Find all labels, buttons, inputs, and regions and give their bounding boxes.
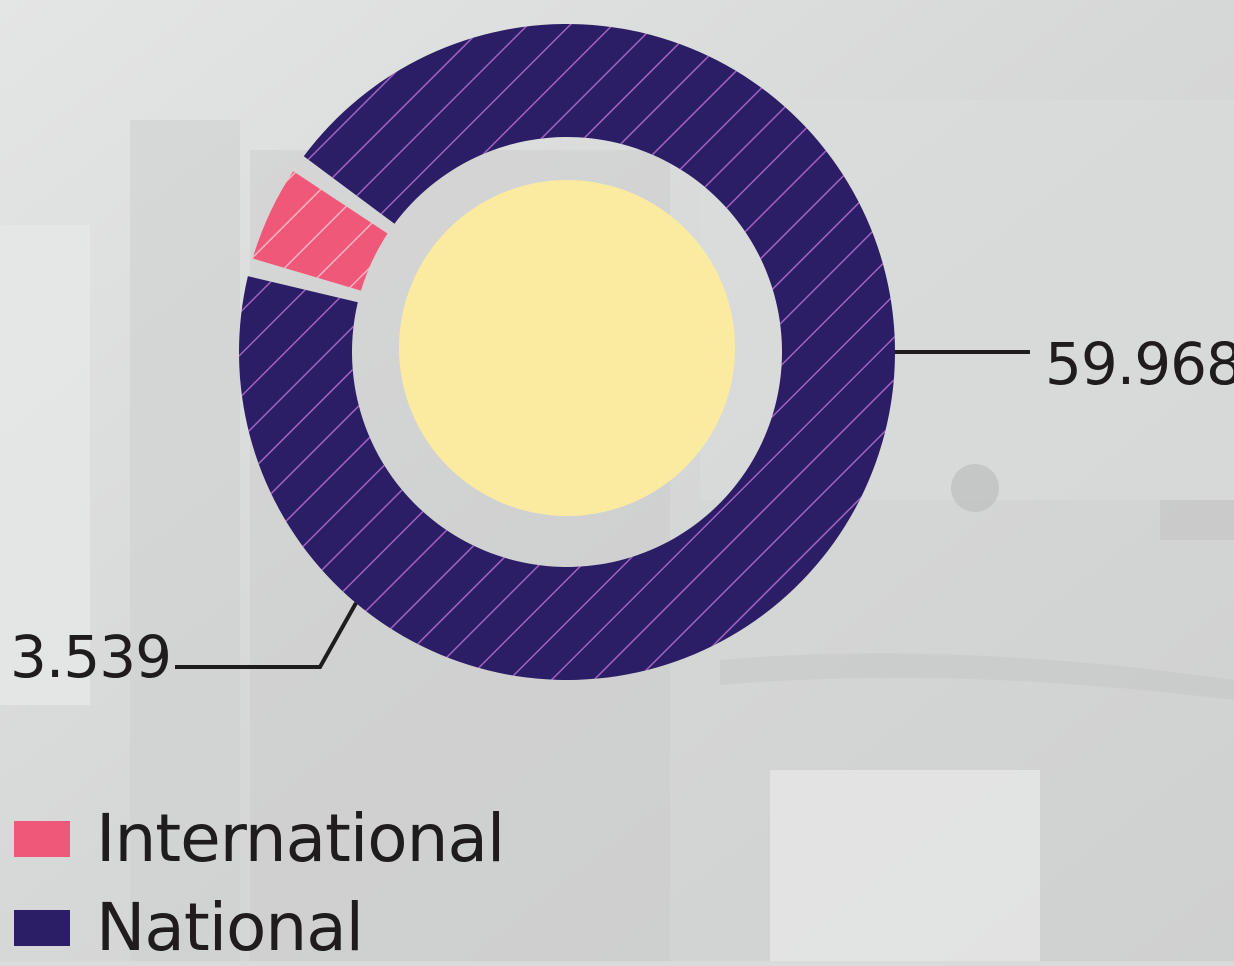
legend-item-international: International: [14, 800, 505, 877]
legend-swatch-international: [14, 821, 70, 857]
slice-hatch-international: [252, 171, 388, 291]
legend-label-national: National: [96, 889, 364, 966]
legend-swatch-national: [14, 910, 70, 946]
data-label-national: 59.968: [1045, 330, 1234, 398]
data-label-international: 3.539: [10, 623, 172, 691]
legend-item-national: National: [14, 889, 364, 966]
donut-center: [399, 180, 735, 516]
legend-label-international: International: [96, 800, 505, 877]
leader-line-international: [175, 602, 358, 669]
slice-hatch-national: [239, 24, 896, 681]
